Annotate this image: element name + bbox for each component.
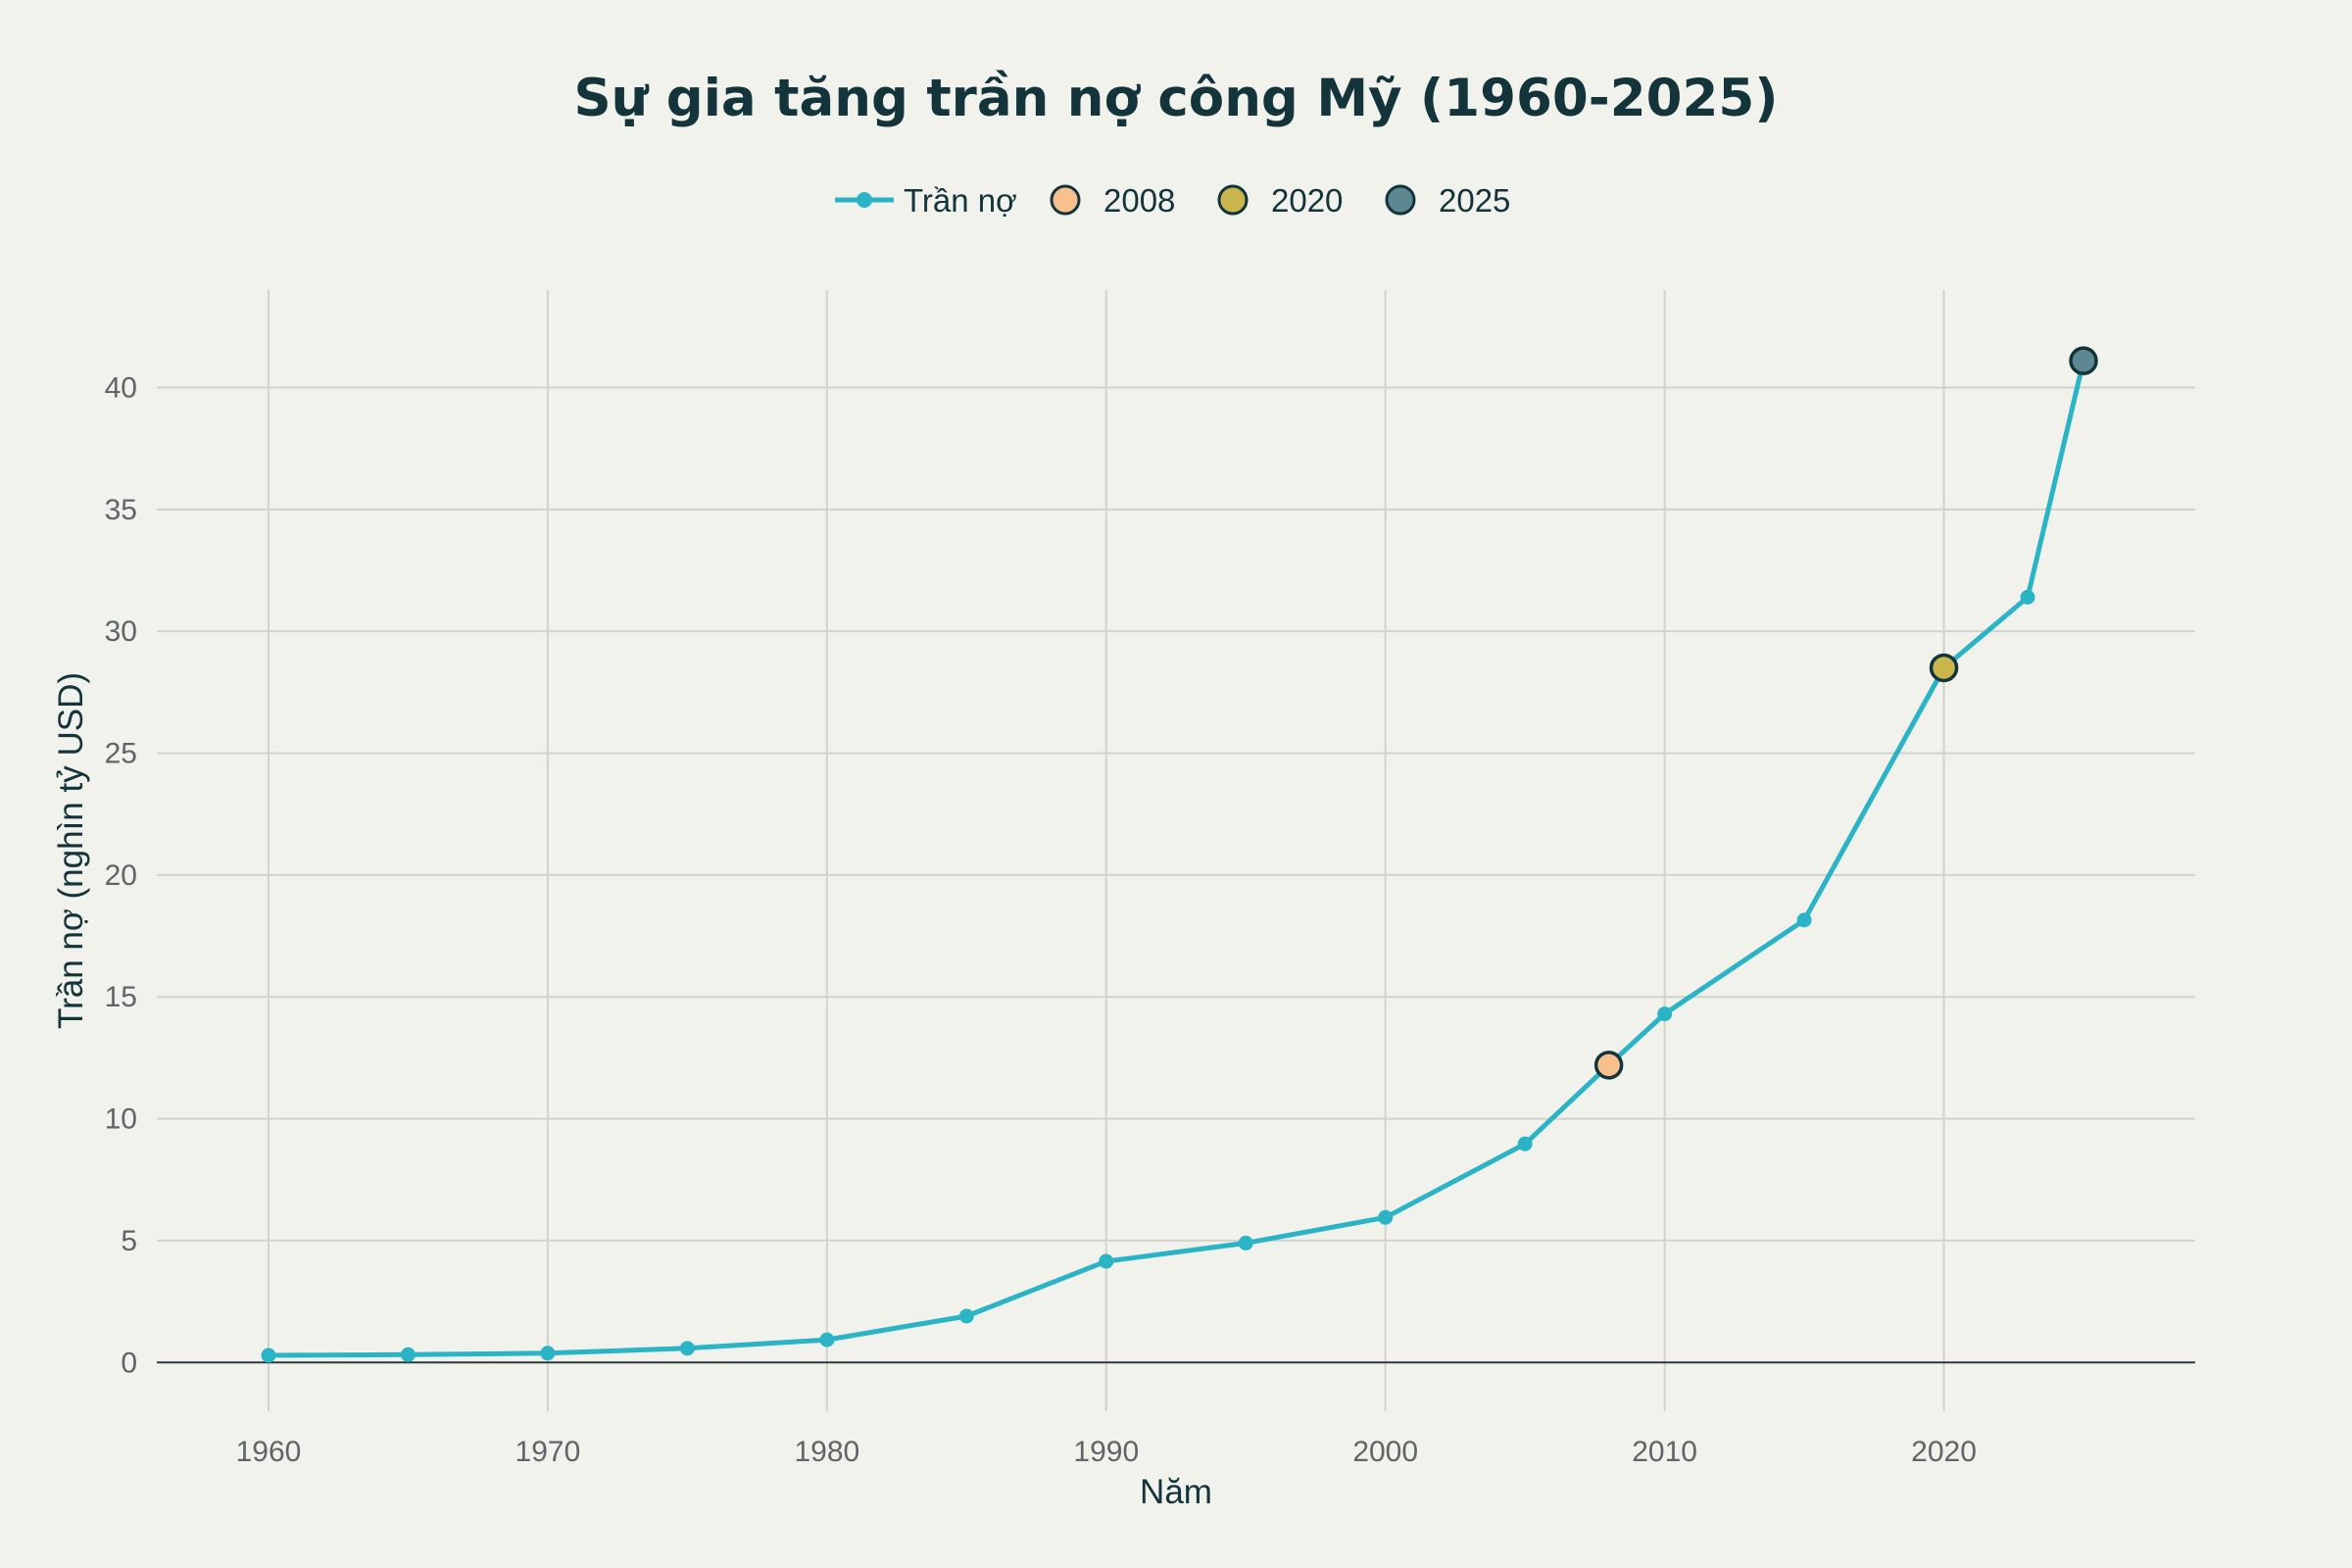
legend-item-2025[interactable]: 2025 (1385, 182, 1510, 219)
data-point (819, 1332, 835, 1348)
grid (157, 290, 2195, 1411)
data-point (1099, 1253, 1114, 1269)
data-point (679, 1341, 695, 1356)
legend-marker-2020 (1217, 184, 1249, 216)
y-tick-label: 10 (105, 1103, 137, 1136)
legend-line-dot (857, 192, 872, 208)
axis-ticks: 1960 1970 1980 1990 2000 2010 2020 0 5 10 15 20 25 30… (105, 371, 1977, 1468)
data-point (1238, 1235, 1253, 1250)
x-tick-label: 1990 (1073, 1436, 1139, 1468)
data-point (540, 1346, 556, 1361)
chart-title: Sự gia tăng trần nợ công Mỹ (1960-2025) (573, 69, 1778, 128)
legend-label-tran-no: Trần nợ (904, 182, 1017, 219)
y-tick-label: 25 (105, 738, 137, 770)
y-tick-label: 30 (105, 615, 137, 648)
legend-label-2008: 2008 (1103, 182, 1175, 219)
legend-item-2020[interactable]: 2020 (1217, 182, 1343, 219)
x-tick-label: 1970 (515, 1436, 581, 1468)
legend-marker-2025 (1385, 184, 1416, 216)
data-point (261, 1348, 276, 1363)
x-tick-label: 2020 (1911, 1436, 1977, 1468)
highlight-layer (1593, 346, 2098, 1080)
legend-marker-2008 (1050, 184, 1081, 216)
y-tick-label: 0 (121, 1347, 137, 1379)
data-point (2020, 589, 2035, 605)
x-tick-label: 2000 (1352, 1436, 1418, 1468)
highlight-point-2020 (1929, 653, 1959, 683)
data-point (958, 1308, 974, 1324)
highlight-point-2008 (1593, 1051, 1624, 1080)
legend-item-tran-no[interactable]: Trần nợ (835, 182, 1017, 219)
x-axis-title: Năm (1140, 1473, 1212, 1511)
y-tick-label: 5 (121, 1225, 137, 1257)
y-tick-label: 35 (105, 494, 137, 526)
y-tick-label: 15 (105, 981, 137, 1013)
legend-item-2008[interactable]: 2008 (1050, 182, 1175, 219)
data-point (1796, 912, 1812, 928)
x-tick-label: 1960 (236, 1436, 302, 1468)
legend: Trần nợ 2008 2020 2025 (835, 182, 1510, 219)
legend-label-2020: 2020 (1271, 182, 1343, 219)
x-tick-label: 2010 (1632, 1436, 1697, 1468)
y-tick-label: 20 (105, 859, 137, 892)
series-layer (261, 353, 2091, 1363)
series-line (266, 358, 2086, 1358)
data-point (1378, 1209, 1394, 1225)
x-tick-label: 1980 (794, 1436, 859, 1468)
data-point (1517, 1136, 1533, 1152)
y-tick-label: 40 (105, 371, 137, 404)
y-axis-title: Trần nợ (nghìn tỷ USD) (52, 672, 90, 1029)
data-point (400, 1347, 416, 1362)
data-point (1657, 1006, 1673, 1022)
highlight-point-2025 (2069, 346, 2098, 375)
legend-label-2025: 2025 (1439, 182, 1510, 219)
